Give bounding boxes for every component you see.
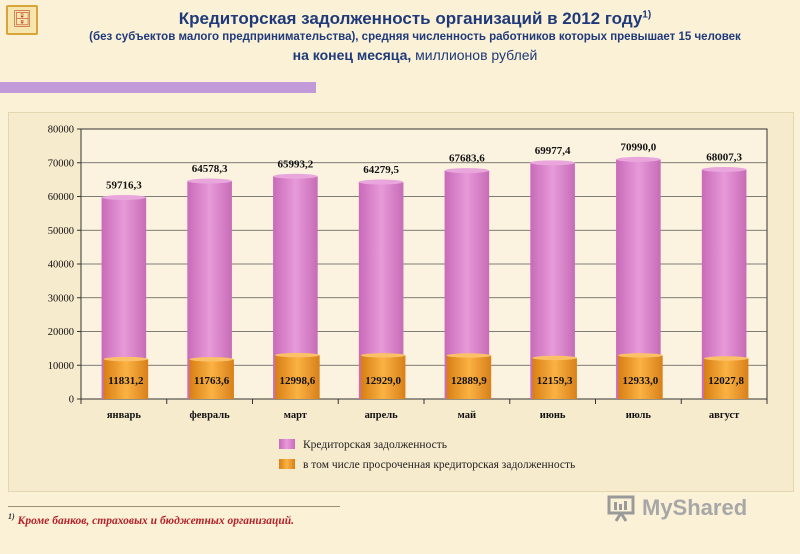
bar-overdue [703,358,749,399]
x-tick-label: март [284,410,308,421]
bar-overdue [360,355,406,399]
y-tick-label: 0 [69,395,74,406]
x-tick-label: июль [626,410,652,421]
bar-total-top [444,168,490,174]
document-icon[interactable]: 🗄 [6,5,38,35]
footnote-divider [8,506,340,507]
data-label-total: 69977,4 [535,145,571,157]
y-tick-label: 50000 [48,226,74,237]
legend-label-overdue: в том числе просроченная кредиторская за… [303,459,575,471]
bar-overdue-top [446,353,492,358]
data-label-overdue: 12027,8 [708,375,744,387]
x-tick-label: январь [107,410,141,421]
bar-total-top [187,178,232,184]
footnote: 1) Кроме банков, страховых и бюджетных о… [8,512,294,527]
x-tick-label: февраль [190,410,231,421]
bar-overdue [532,357,577,399]
legend-label-total: Кредиторская задолженность [303,439,447,451]
bar-total-top [101,194,147,200]
page-subtitle: (без субъектов малого предпринимательств… [89,31,741,43]
y-tick-label: 10000 [48,361,74,372]
data-label-total: 70990,0 [621,141,657,153]
bar-total-top [616,156,661,162]
watermark-text: MyShared [642,495,748,520]
bar-overdue-top [103,356,149,362]
y-tick-label: 70000 [48,158,74,169]
unit-line: на конец месяца, миллионов рублей [40,47,790,63]
data-label-overdue: 12929,0 [365,375,401,387]
bar-total-top [530,160,575,166]
bar-overdue-top [703,356,749,361]
title-footnote-mark: 1) [642,9,652,21]
watermark: MyShared [606,490,776,526]
data-label-total: 59716,3 [106,179,142,191]
legend-swatch-overdue [279,459,295,469]
title-text: Кредиторская задолженность организаций в… [178,9,643,28]
bar-overdue-top [275,352,320,358]
accent-bar [0,82,316,93]
y-tick-label: 40000 [48,260,74,271]
page-title: Кредиторская задолженность организаций в… [40,9,790,29]
data-label-overdue: 12933,0 [623,375,659,387]
bar-chart: 0 10000 20000 30000 40000 50000 60000 70000 8000… [48,125,768,471]
bar-overdue-top [360,353,406,358]
bar-total-top [273,173,318,179]
data-label-total: 64279,5 [363,164,399,176]
y-tick-label: 20000 [48,327,74,338]
data-label-overdue: 12889,9 [451,375,487,387]
x-tick-label: июнь [540,410,566,421]
footnote-mark: 1) [8,512,15,521]
data-label-overdue: 11763,6 [194,375,230,387]
x-tick-label: апрель [365,410,399,421]
x-tick-label: август [709,410,740,421]
data-label-total: 64578,3 [192,163,228,175]
chart-area: 0 10000 20000 30000 40000 50000 60000 70000 8000… [8,112,794,492]
x-tick-label: май [458,410,476,421]
presentation-board-icon [607,495,635,522]
y-tick-label: 60000 [48,192,74,203]
bar-overdue-top [189,357,234,362]
y-tick-label: 80000 [48,125,74,136]
y-tick-label: 30000 [48,293,74,304]
legend-swatch-total [279,439,295,449]
data-label-overdue: 12159,3 [537,375,573,387]
bar-overdue [103,359,149,399]
data-label-total: 67683,6 [449,153,485,165]
bar-total-top [701,166,747,172]
bar-overdue [275,355,320,399]
bar-overdue [189,359,234,399]
bar-overdue [446,355,492,399]
bar-overdue-top [532,355,577,361]
data-label-total: 68007,3 [706,151,742,163]
bar-total-top [358,179,404,185]
unit-text: миллионов рублей [415,47,538,63]
bar-overdue-top [618,353,663,358]
bar-overdue [618,355,663,399]
period-text: на конец месяца, [292,47,412,63]
footnote-text: Кроме банков, страховых и бюджетных орга… [17,514,295,527]
data-label-total: 65993,2 [278,158,314,170]
data-label-overdue: 12998,6 [280,375,316,387]
data-label-overdue: 11831,2 [108,375,144,387]
